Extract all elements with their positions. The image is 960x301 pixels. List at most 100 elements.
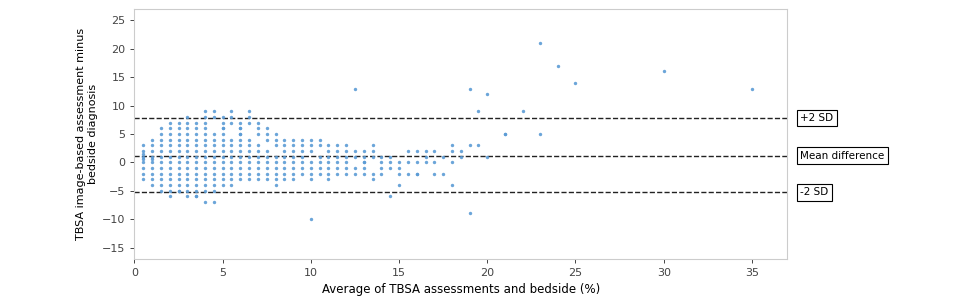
Point: [135, 157, 151, 162]
Point: [198, 120, 213, 125]
Point: [268, 132, 283, 136]
Point: [339, 154, 354, 159]
Point: [276, 166, 292, 170]
Point: [215, 120, 230, 125]
Point: [180, 137, 195, 142]
Point: [356, 154, 372, 159]
Y-axis label: TBSA image-based assessment minus
bedside diagnosis: TBSA image-based assessment minus bedsid…: [76, 28, 98, 240]
Point: [198, 177, 213, 182]
Point: [259, 137, 275, 142]
Point: [382, 154, 397, 159]
Point: [180, 177, 195, 182]
Point: [259, 171, 275, 176]
Point: [285, 143, 300, 148]
Point: [135, 177, 151, 182]
Point: [426, 160, 442, 165]
Point: [144, 143, 159, 148]
Point: [392, 183, 407, 188]
Point: [180, 149, 195, 154]
Point: [224, 143, 239, 148]
Point: [188, 149, 204, 154]
Point: [356, 171, 372, 176]
Point: [154, 177, 169, 182]
Text: -2 SD: -2 SD: [801, 188, 828, 197]
Point: [162, 160, 178, 165]
Point: [426, 149, 442, 154]
Point: [188, 120, 204, 125]
Point: [312, 137, 327, 142]
Point: [533, 41, 548, 45]
Point: [232, 149, 248, 154]
Point: [154, 149, 169, 154]
Point: [400, 149, 416, 154]
Point: [339, 143, 354, 148]
Point: [206, 143, 222, 148]
Point: [444, 149, 460, 154]
Point: [295, 160, 310, 165]
Point: [206, 137, 222, 142]
Point: [382, 194, 397, 199]
Point: [144, 149, 159, 154]
Point: [224, 149, 239, 154]
Point: [312, 166, 327, 170]
Point: [436, 154, 451, 159]
Point: [356, 160, 372, 165]
Point: [241, 109, 256, 114]
Point: [268, 160, 283, 165]
Point: [215, 160, 230, 165]
Point: [198, 160, 213, 165]
Point: [550, 64, 565, 68]
Point: [162, 132, 178, 136]
Point: [154, 137, 169, 142]
Point: [276, 171, 292, 176]
Point: [180, 166, 195, 170]
Point: [232, 137, 248, 142]
Point: [285, 149, 300, 154]
Point: [241, 137, 256, 142]
Point: [154, 188, 169, 193]
X-axis label: Average of TBSA assessments and bedside (%): Average of TBSA assessments and bedside …: [322, 284, 600, 296]
Point: [215, 126, 230, 131]
Point: [744, 86, 759, 91]
Point: [188, 154, 204, 159]
Point: [251, 132, 266, 136]
Point: [198, 132, 213, 136]
Point: [180, 183, 195, 188]
Point: [162, 188, 178, 193]
Point: [533, 132, 548, 136]
Point: [329, 154, 345, 159]
Point: [251, 149, 266, 154]
Point: [135, 151, 151, 156]
Point: [241, 149, 256, 154]
Point: [206, 154, 222, 159]
Point: [206, 109, 222, 114]
Point: [470, 109, 486, 114]
Point: [188, 126, 204, 131]
Point: [251, 171, 266, 176]
Point: [144, 137, 159, 142]
Point: [295, 171, 310, 176]
Point: [198, 143, 213, 148]
Point: [171, 183, 186, 188]
Point: [241, 143, 256, 148]
Point: [232, 154, 248, 159]
Point: [198, 188, 213, 193]
Point: [171, 126, 186, 131]
Point: [198, 166, 213, 170]
Point: [180, 160, 195, 165]
Point: [373, 154, 389, 159]
Point: [348, 86, 363, 91]
Point: [382, 166, 397, 170]
Point: [329, 160, 345, 165]
Point: [206, 177, 222, 182]
Point: [400, 160, 416, 165]
Point: [339, 171, 354, 176]
Point: [268, 166, 283, 170]
Point: [171, 188, 186, 193]
Point: [268, 183, 283, 188]
Point: [224, 137, 239, 142]
Point: [276, 154, 292, 159]
Point: [224, 166, 239, 170]
Point: [285, 137, 300, 142]
Point: [135, 143, 151, 148]
